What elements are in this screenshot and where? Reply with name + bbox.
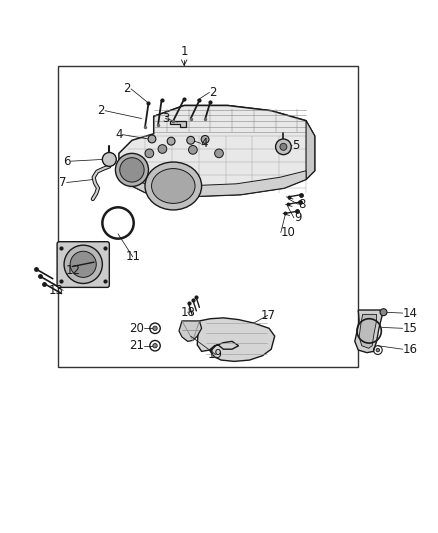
Text: 19: 19: [208, 348, 223, 361]
Text: 11: 11: [125, 251, 140, 263]
Text: 3: 3: [162, 112, 169, 125]
FancyBboxPatch shape: [57, 241, 110, 287]
Circle shape: [376, 349, 380, 352]
Circle shape: [64, 245, 102, 284]
Polygon shape: [355, 310, 382, 353]
Text: 5: 5: [292, 139, 300, 152]
Circle shape: [116, 154, 148, 187]
Polygon shape: [119, 171, 306, 197]
Circle shape: [380, 309, 387, 316]
Text: 4: 4: [201, 137, 208, 150]
Polygon shape: [119, 106, 315, 197]
Ellipse shape: [145, 162, 201, 210]
Circle shape: [120, 158, 144, 182]
Polygon shape: [154, 106, 306, 136]
Text: 7: 7: [59, 176, 67, 189]
Circle shape: [153, 326, 157, 330]
Circle shape: [280, 143, 287, 150]
Text: 4: 4: [115, 128, 122, 141]
Bar: [58, 66, 358, 367]
Text: 21: 21: [129, 339, 144, 352]
Text: 18: 18: [180, 306, 195, 319]
Circle shape: [102, 152, 116, 166]
Polygon shape: [170, 120, 186, 127]
Circle shape: [187, 136, 194, 144]
Text: 2: 2: [124, 83, 131, 95]
Text: 16: 16: [403, 343, 418, 356]
Circle shape: [70, 251, 96, 277]
Text: 12: 12: [66, 264, 81, 277]
Text: 20: 20: [129, 322, 144, 335]
Circle shape: [188, 146, 197, 154]
Circle shape: [158, 144, 167, 154]
Text: 10: 10: [281, 226, 296, 239]
Text: 2: 2: [209, 86, 217, 99]
Text: 15: 15: [403, 322, 417, 335]
Circle shape: [167, 137, 175, 145]
Text: 13: 13: [48, 284, 63, 297]
Circle shape: [201, 135, 209, 143]
Circle shape: [215, 149, 223, 158]
Text: 8: 8: [298, 198, 306, 211]
Ellipse shape: [152, 168, 195, 204]
Circle shape: [153, 344, 157, 348]
Polygon shape: [179, 321, 201, 341]
Text: 1: 1: [180, 45, 188, 59]
Text: 14: 14: [403, 306, 418, 320]
Polygon shape: [306, 120, 315, 180]
Circle shape: [145, 149, 154, 158]
Text: 2: 2: [98, 104, 105, 117]
Polygon shape: [197, 318, 275, 361]
Text: 6: 6: [64, 155, 71, 168]
Text: 17: 17: [260, 309, 275, 322]
Circle shape: [148, 135, 156, 143]
Text: 9: 9: [294, 211, 301, 224]
Polygon shape: [359, 314, 377, 349]
Circle shape: [276, 139, 291, 155]
